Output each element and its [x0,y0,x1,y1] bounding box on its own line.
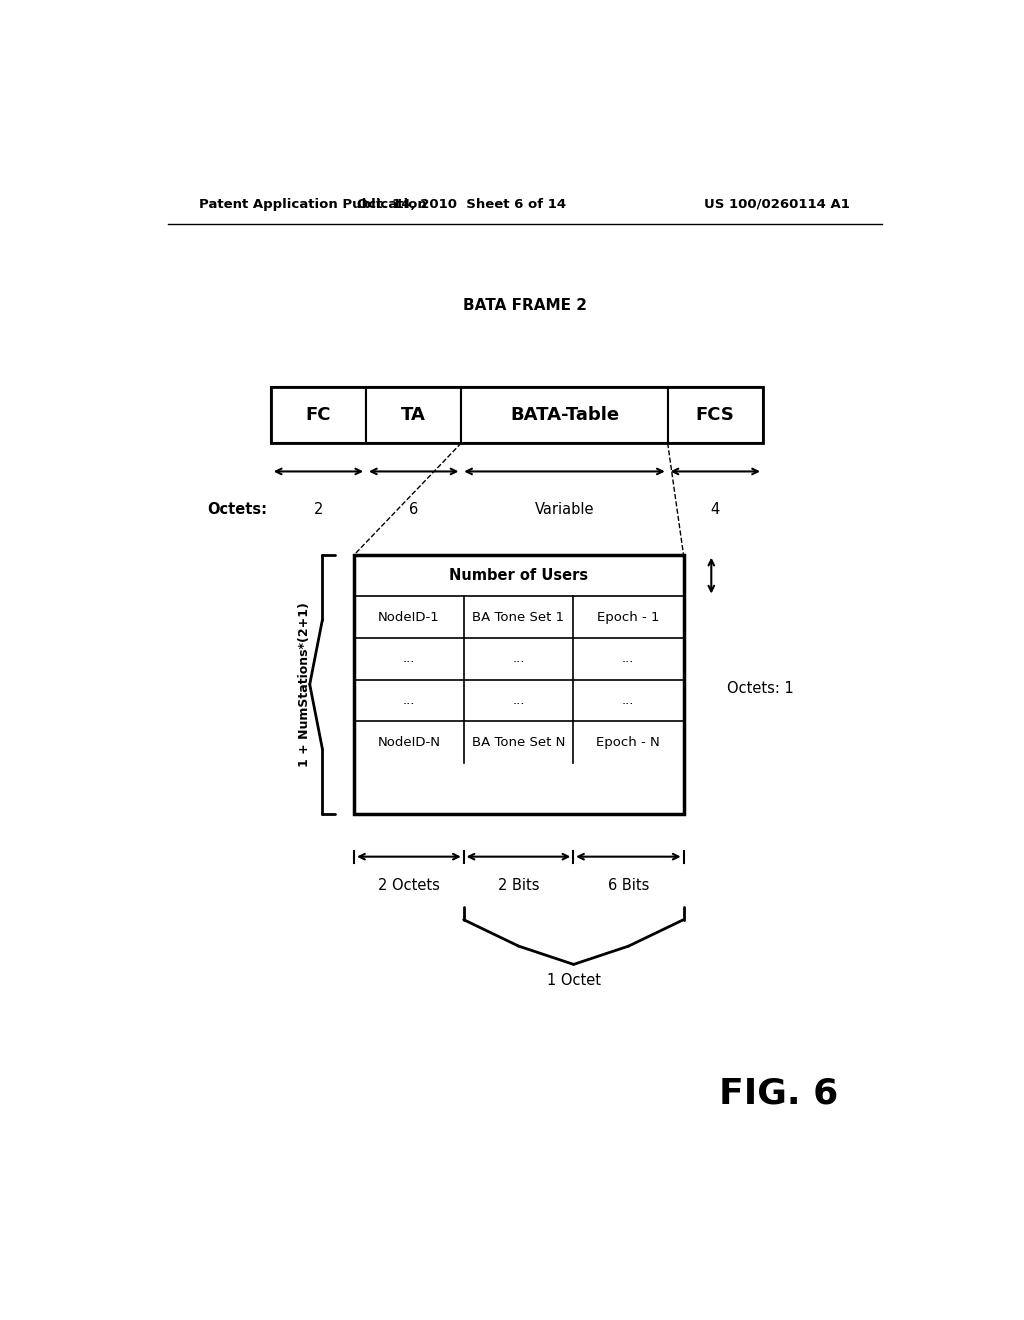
Text: Epoch - 1: Epoch - 1 [597,611,659,624]
Text: FCS: FCS [696,407,734,424]
Text: ...: ... [512,694,524,708]
Bar [668,387,763,444]
Text: Variable: Variable [535,502,594,516]
Text: 2: 2 [313,502,324,516]
Text: 1 Octet: 1 Octet [547,973,601,989]
Text: 6: 6 [409,502,419,516]
Text: TA: TA [401,407,426,424]
Text: BA Tone Set N: BA Tone Set N [472,735,565,748]
Text: ...: ... [622,652,634,665]
Text: ...: ... [512,652,524,665]
Text: FC: FC [306,407,331,424]
Bar [270,387,366,444]
Text: ...: ... [402,652,415,665]
Text: 4: 4 [711,502,720,516]
Text: 6 Bits: 6 Bits [607,878,649,892]
Text: BATA FRAME 2: BATA FRAME 2 [463,298,587,313]
Text: Octets: 1: Octets: 1 [727,681,794,697]
Text: 2 Bits: 2 Bits [498,878,540,892]
Text: FIG. 6: FIG. 6 [719,1077,839,1110]
Text: Epoch - N: Epoch - N [596,735,659,748]
Bar [354,554,684,814]
Text: ...: ... [402,694,415,708]
Text: NodeID-N: NodeID-N [378,735,440,748]
Text: 1 + NumStations*(2+1): 1 + NumStations*(2+1) [298,602,310,767]
Bar [270,387,763,444]
Bar [461,387,668,444]
Text: Oct. 14, 2010  Sheet 6 of 14: Oct. 14, 2010 Sheet 6 of 14 [356,198,566,211]
Text: Number of Users: Number of Users [450,568,589,583]
Text: Patent Application Publication: Patent Application Publication [200,198,427,211]
Text: 2 Octets: 2 Octets [378,878,440,892]
Text: BA Tone Set 1: BA Tone Set 1 [472,611,564,624]
Text: NodeID-1: NodeID-1 [378,611,440,624]
Bar [367,387,461,444]
Text: Octets:: Octets: [207,502,267,516]
Text: BATA-Table: BATA-Table [510,407,620,424]
Text: ...: ... [622,694,634,708]
Text: US 100/0260114 A1: US 100/0260114 A1 [705,198,850,211]
